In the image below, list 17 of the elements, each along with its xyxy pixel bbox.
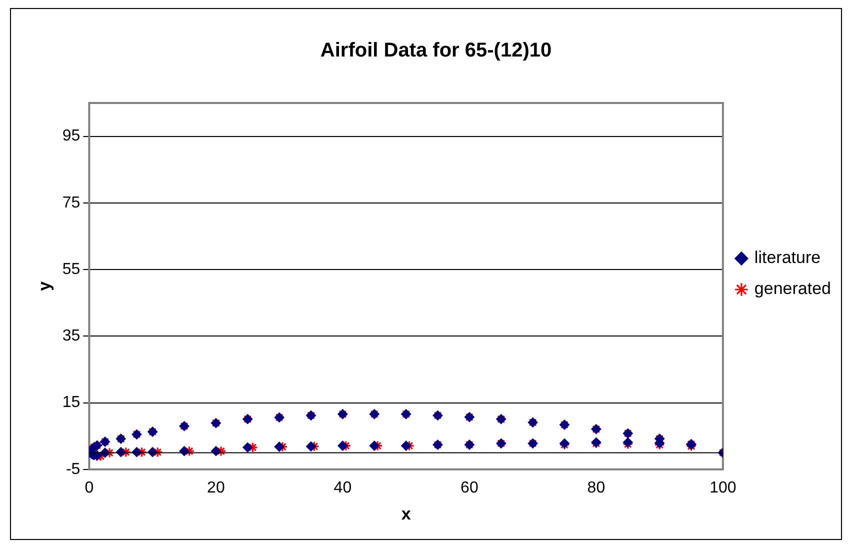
legend-label: literature [754,248,821,268]
x-tick-label: 100 [710,479,736,496]
x-tick-label: 20 [207,479,225,496]
x-axis-title: x [401,504,412,524]
x-tick-label: 60 [460,479,478,496]
y-tick-label: 75 [62,194,80,212]
x-tick-label: 40 [334,479,352,496]
y-tick-label: -5 [66,460,80,478]
y-tick-label: 55 [62,260,80,278]
x-tick-label: 0 [84,479,94,496]
y-tick-label: 15 [62,394,80,412]
chart-title: Airfoil Data for 65-(12)10 [320,40,552,62]
x-tick-label: 80 [587,479,606,496]
legend-label: generated [754,279,832,298]
y-tick-label: 35 [62,328,80,345]
y-tick-label: 95 [62,128,80,145]
y-axis-title: y [34,280,54,291]
